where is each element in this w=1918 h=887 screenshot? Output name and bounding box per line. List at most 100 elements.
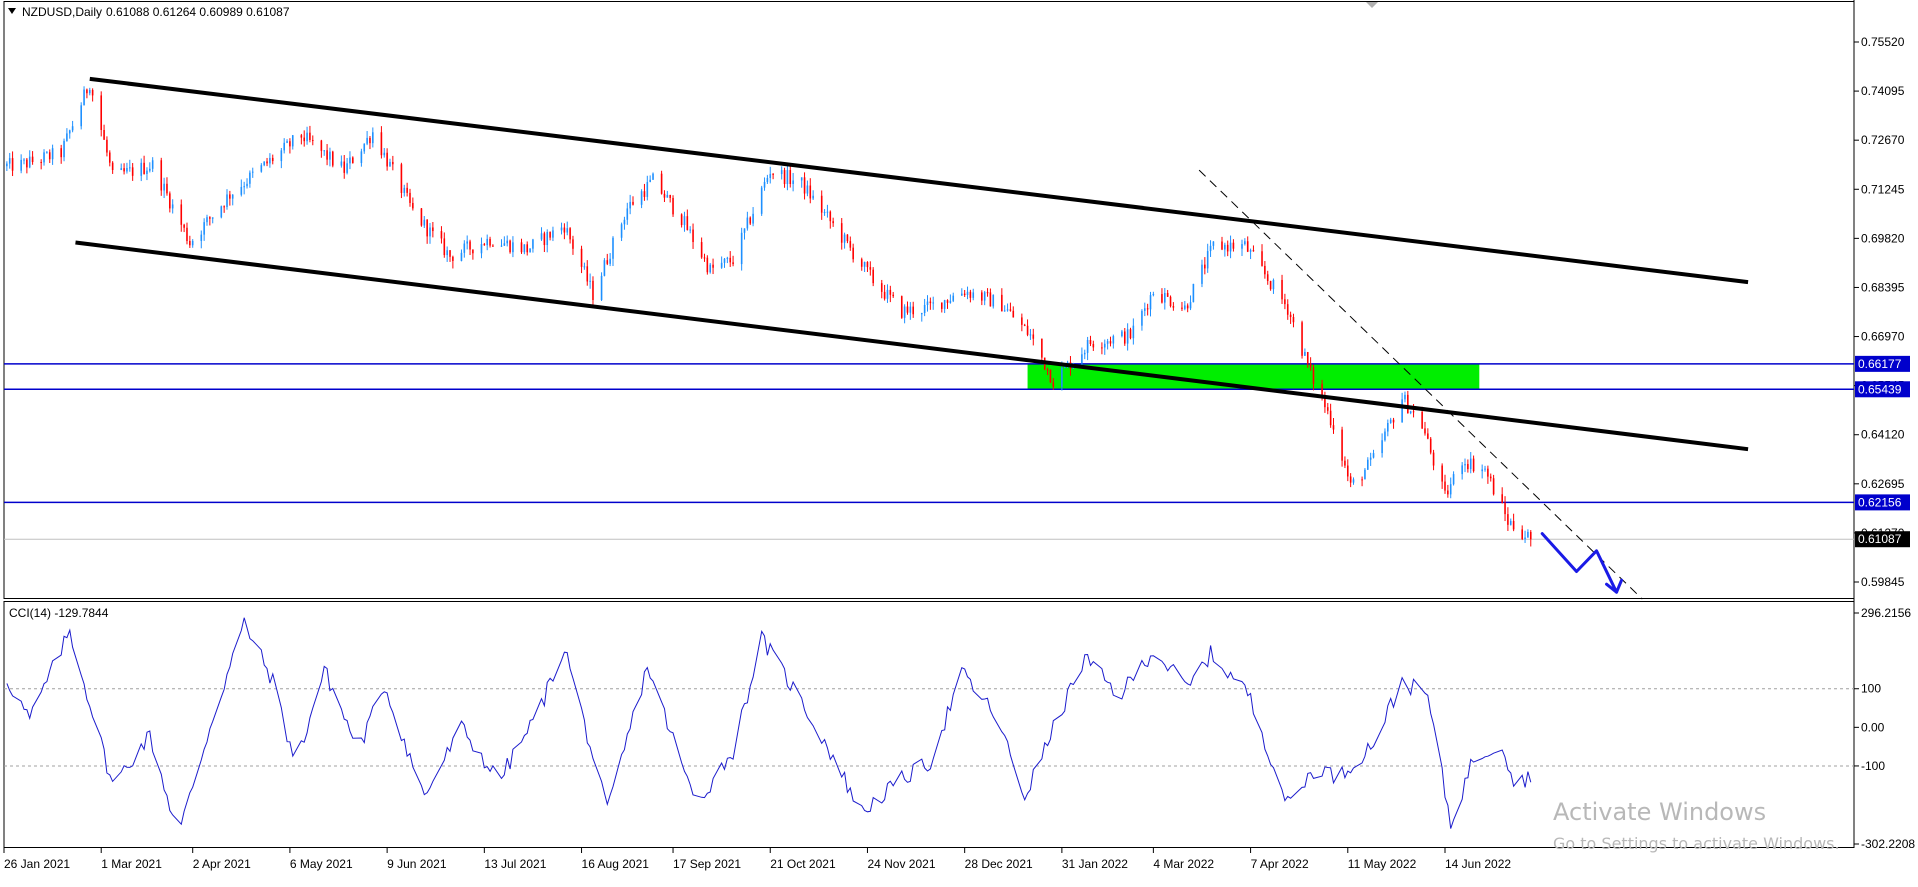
channel-trendline[interactable]	[89, 76, 1749, 285]
candle-body	[1306, 352, 1309, 364]
candle-body	[1049, 369, 1052, 383]
candle-body	[412, 202, 414, 209]
candle-body	[386, 152, 388, 167]
price-tick-label: 0.62695	[1861, 477, 1905, 491]
candle-body	[460, 252, 463, 261]
candle-body	[43, 152, 45, 163]
candle-body	[1252, 250, 1255, 252]
candle-body	[1372, 453, 1375, 458]
candle-body	[183, 224, 185, 228]
candle-body	[769, 173, 772, 178]
candle-body	[1172, 306, 1175, 308]
candle-body	[603, 260, 606, 276]
candle-body	[291, 135, 294, 147]
candle-body	[552, 230, 554, 238]
candle-body	[863, 261, 866, 267]
candle-body	[6, 163, 8, 167]
candle-body	[983, 292, 986, 301]
price-tick-label: 0.75520	[1861, 35, 1905, 49]
candle-body	[629, 201, 631, 209]
candle-body	[689, 229, 691, 231]
date-tick-label: 31 Jan 2022	[1062, 857, 1128, 871]
candle-body	[1472, 458, 1475, 472]
candle-body	[1504, 502, 1506, 515]
candle-body	[91, 89, 94, 96]
candle-body	[900, 296, 903, 318]
arrow-head-icon[interactable]	[1605, 578, 1624, 594]
channel-trendline[interactable]	[75, 240, 1749, 452]
candle-body	[360, 151, 363, 164]
candle-body	[620, 224, 623, 238]
candle-body	[420, 208, 423, 226]
date-tick-label: 16 Aug 2021	[582, 857, 650, 871]
candle-body	[866, 261, 869, 268]
candle-body	[961, 293, 963, 296]
candle-body	[1023, 324, 1026, 326]
candle-body	[829, 211, 832, 222]
candle-body	[483, 244, 486, 246]
candle-body	[486, 238, 488, 246]
candle-body	[380, 132, 383, 156]
candle-body	[1269, 281, 1272, 290]
candle-body	[789, 170, 792, 184]
candle-body	[1232, 242, 1235, 249]
candle-body	[669, 194, 671, 198]
candle-body	[1143, 308, 1146, 311]
candle-body	[992, 294, 995, 307]
candle-body	[540, 233, 543, 240]
level-price-label: 0.62156	[1858, 495, 1902, 509]
price-tick-label: 0.64120	[1861, 428, 1905, 442]
candle-body	[203, 222, 205, 235]
candle-body	[409, 192, 411, 203]
shift-marker-icon[interactable]	[1366, 2, 1378, 8]
candle-body	[472, 249, 474, 254]
candle-body	[612, 237, 614, 259]
candle-body	[1447, 490, 1449, 495]
candle-body	[1464, 464, 1466, 466]
cci-title: CCI(14) -129.7844	[9, 606, 109, 620]
candle-body	[1424, 428, 1426, 434]
candle-body	[709, 264, 712, 273]
candle-body	[752, 213, 754, 224]
candle-body	[423, 219, 426, 226]
candle-body	[883, 291, 886, 299]
watermark-title: Activate Windows	[1553, 798, 1767, 826]
candle-body	[569, 228, 571, 240]
candle-body	[1112, 336, 1115, 344]
candle-body	[772, 173, 774, 175]
candle-body	[331, 151, 334, 166]
candle-body	[1309, 363, 1312, 367]
date-tick-label: 14 Jun 2022	[1445, 857, 1511, 871]
candle-body	[311, 139, 314, 141]
candle-body	[952, 295, 955, 301]
indicator-pane-frame	[3, 601, 1855, 848]
cci-tick-label: -302.2208	[1861, 837, 1915, 851]
dashed-trendline[interactable]	[1198, 169, 1643, 600]
collapse-triangle-icon[interactable]	[8, 8, 16, 14]
candle-body	[1241, 244, 1243, 249]
candle-body	[329, 151, 331, 160]
candle-body	[229, 194, 231, 199]
candle-body	[626, 208, 629, 220]
candle-body	[1101, 347, 1103, 349]
candle-body	[492, 245, 494, 247]
date-tick-label: 11 May 2022	[1348, 857, 1417, 871]
candle-body	[1189, 302, 1192, 309]
candle-body	[1224, 244, 1226, 250]
candle-body	[606, 260, 609, 264]
candle-body	[1201, 264, 1203, 284]
candle-body	[500, 245, 503, 247]
candle-body	[266, 161, 268, 164]
candle-body	[1126, 329, 1129, 344]
candle-body	[48, 152, 51, 160]
candle-body	[1229, 242, 1232, 252]
axes: 0.75520 0.74095 0.72670 0.71245 0.69820 0.683…	[3, 35, 1915, 871]
projection-arrow[interactable]	[1540, 532, 1619, 594]
candle-body	[1012, 310, 1015, 318]
date-tick-label: 17 Sep 2021	[673, 857, 741, 871]
candle-body	[1264, 265, 1266, 275]
candle-body	[683, 216, 686, 226]
candle-body	[1361, 479, 1363, 481]
